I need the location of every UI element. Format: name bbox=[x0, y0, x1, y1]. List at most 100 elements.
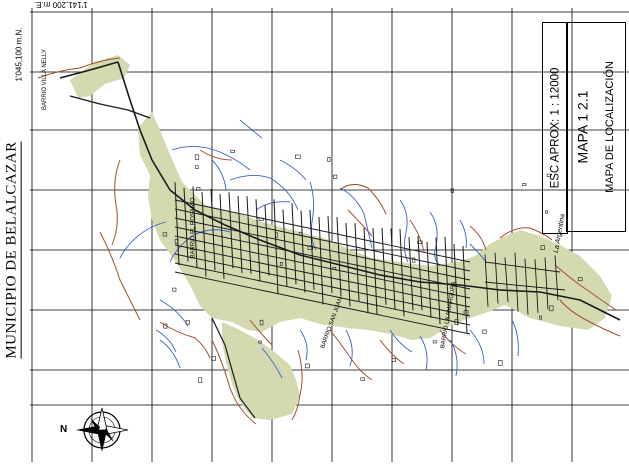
scale-cell: ESC APROX: 1 : 12000 bbox=[542, 22, 568, 234]
street-segment bbox=[239, 397, 256, 419]
building-mark bbox=[482, 329, 487, 334]
building-mark bbox=[545, 210, 548, 214]
street-segment bbox=[255, 199, 261, 282]
building-mark bbox=[432, 340, 437, 344]
street-segment bbox=[211, 317, 226, 346]
street-segment bbox=[554, 255, 559, 301]
street-segment bbox=[194, 209, 226, 226]
building-mark bbox=[327, 157, 331, 162]
street-segment bbox=[264, 205, 270, 276]
street-segment bbox=[514, 252, 519, 312]
street-segment bbox=[169, 189, 196, 211]
street-segment bbox=[127, 109, 151, 119]
building-mark bbox=[198, 377, 203, 383]
building-mark bbox=[259, 319, 264, 326]
northing-coordinate: 1'045,100 m.N. bbox=[14, 27, 24, 82]
street-segment bbox=[231, 369, 241, 399]
compass-rose bbox=[76, 407, 129, 452]
street-segment bbox=[354, 223, 360, 301]
street-segment bbox=[174, 253, 471, 317]
coordinate-grid bbox=[30, 8, 629, 462]
building-mark bbox=[185, 320, 190, 325]
street-segment bbox=[390, 228, 396, 310]
street-segment bbox=[174, 199, 471, 263]
building-mark bbox=[258, 217, 264, 221]
building-mark bbox=[162, 232, 168, 237]
street-segment bbox=[419, 281, 461, 286]
building-mark bbox=[295, 154, 301, 159]
building-mark bbox=[307, 245, 313, 250]
street-segment bbox=[426, 241, 432, 318]
building-mark bbox=[546, 173, 551, 178]
building-mark bbox=[577, 277, 583, 282]
street-segment bbox=[129, 99, 141, 131]
north-label: N bbox=[60, 424, 68, 435]
street-segment bbox=[174, 262, 471, 326]
street-segment bbox=[174, 208, 471, 272]
street-segment bbox=[273, 199, 279, 295]
building-mark bbox=[274, 232, 278, 238]
building-mark bbox=[463, 310, 469, 316]
street-segment bbox=[534, 259, 539, 313]
building-mark bbox=[498, 360, 503, 366]
building-mark bbox=[360, 377, 366, 381]
street-segment bbox=[499, 289, 541, 293]
street-network bbox=[59, 61, 621, 419]
street-segment bbox=[174, 271, 471, 335]
street-segment bbox=[459, 284, 501, 291]
street-segment bbox=[151, 159, 171, 191]
street-segment bbox=[336, 217, 342, 297]
street-segment bbox=[453, 243, 459, 326]
street-label-el-rosario: BARRIO EL ROSARIO bbox=[190, 197, 197, 259]
urban-area bbox=[70, 55, 612, 420]
street-segment bbox=[99, 103, 129, 111]
building-mark bbox=[172, 287, 177, 292]
street-segment bbox=[139, 129, 153, 161]
building-mark bbox=[258, 340, 262, 344]
street-segment bbox=[318, 216, 324, 305]
street-segment bbox=[183, 187, 189, 262]
street-segment bbox=[484, 261, 561, 273]
easting-coordinate: 1'141,200 m.E. bbox=[34, 0, 88, 9]
contour-lines bbox=[37, 57, 621, 425]
street-segment bbox=[544, 257, 549, 310]
street-segment bbox=[59, 69, 91, 79]
building-mark bbox=[304, 363, 310, 369]
street-segment bbox=[69, 95, 101, 105]
building-mark bbox=[196, 187, 201, 191]
street-segment bbox=[381, 227, 387, 305]
street-segment bbox=[174, 182, 180, 266]
title-block-frame bbox=[566, 22, 626, 232]
street-segment bbox=[444, 236, 450, 321]
street-segment bbox=[300, 210, 306, 293]
street-segment bbox=[89, 61, 119, 71]
street-segment bbox=[372, 228, 378, 315]
street-segment bbox=[579, 299, 621, 321]
street-segment bbox=[117, 61, 131, 101]
street-segment bbox=[484, 281, 566, 291]
building-mark bbox=[333, 174, 338, 179]
rivers bbox=[119, 119, 519, 379]
street-segment bbox=[228, 192, 234, 269]
building-mark bbox=[391, 358, 397, 362]
building-mark bbox=[332, 266, 337, 270]
building-mark bbox=[540, 245, 545, 251]
building-mark bbox=[230, 149, 235, 153]
building-mark bbox=[450, 188, 454, 193]
municipality-title: MUNICIPIO DE BELALCAZAR bbox=[4, 141, 23, 359]
building-mark bbox=[417, 240, 423, 244]
street-segment bbox=[192, 186, 198, 269]
building-mark bbox=[549, 305, 554, 312]
building-mark bbox=[195, 165, 199, 169]
building-mark bbox=[211, 356, 217, 361]
street-segment bbox=[299, 254, 341, 266]
building-mark bbox=[522, 183, 527, 186]
street-segment bbox=[339, 264, 381, 276]
street-segment bbox=[174, 217, 471, 281]
street-segment bbox=[237, 195, 243, 274]
street-segment bbox=[210, 189, 216, 271]
building-mark bbox=[174, 239, 178, 244]
building-mark bbox=[279, 262, 283, 266]
